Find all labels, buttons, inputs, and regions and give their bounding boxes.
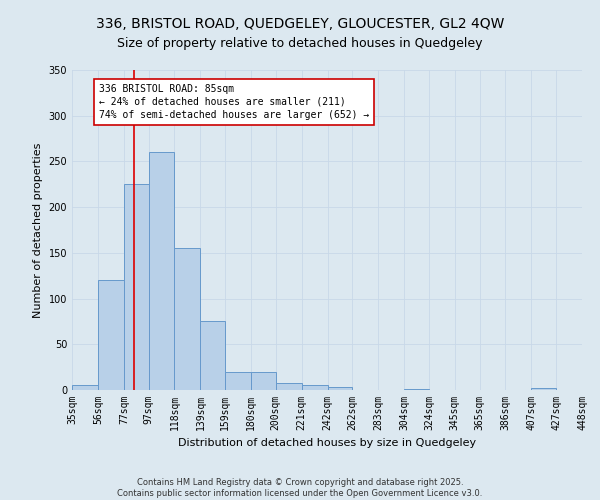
- Text: 336 BRISTOL ROAD: 85sqm
← 24% of detached houses are smaller (211)
74% of semi-d: 336 BRISTOL ROAD: 85sqm ← 24% of detache…: [99, 84, 370, 120]
- Bar: [532, 388, 556, 390]
- X-axis label: Distribution of detached houses by size in Quedgeley: Distribution of detached houses by size …: [178, 438, 476, 448]
- Bar: [98, 280, 124, 390]
- Bar: [72, 386, 98, 390]
- Bar: [251, 372, 276, 390]
- Text: Size of property relative to detached houses in Quedgeley: Size of property relative to detached ho…: [117, 38, 483, 51]
- Text: Contains HM Land Registry data © Crown copyright and database right 2025.
Contai: Contains HM Land Registry data © Crown c…: [118, 478, 482, 498]
- Bar: [200, 322, 225, 390]
- Bar: [149, 152, 175, 390]
- Bar: [225, 372, 251, 390]
- Y-axis label: Number of detached properties: Number of detached properties: [33, 142, 43, 318]
- Bar: [124, 184, 149, 390]
- Bar: [404, 389, 429, 390]
- Bar: [302, 386, 328, 390]
- Bar: [328, 388, 352, 390]
- Bar: [276, 382, 302, 390]
- Text: 336, BRISTOL ROAD, QUEDGELEY, GLOUCESTER, GL2 4QW: 336, BRISTOL ROAD, QUEDGELEY, GLOUCESTER…: [96, 18, 504, 32]
- Bar: [175, 248, 200, 390]
